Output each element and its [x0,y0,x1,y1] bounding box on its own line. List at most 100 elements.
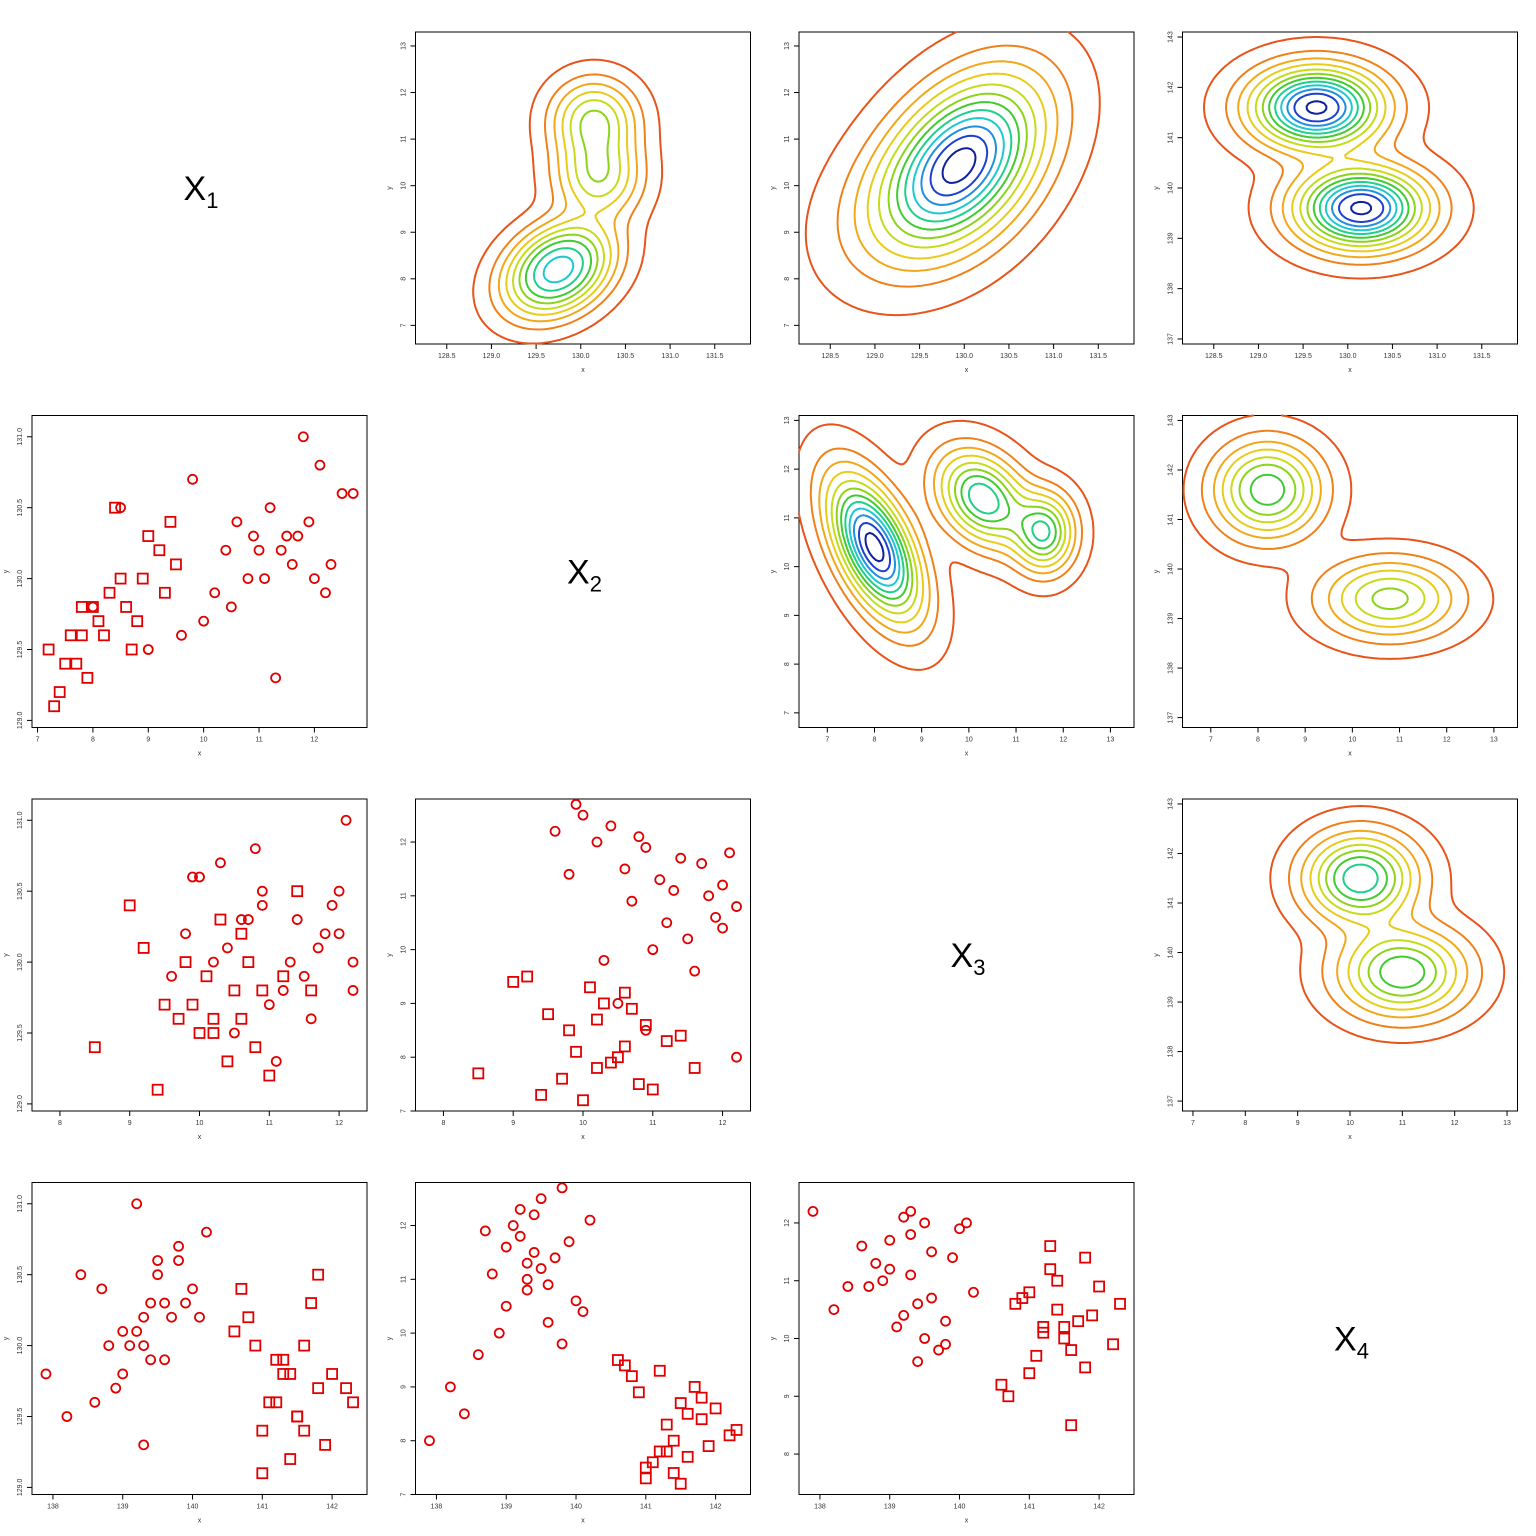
y-tick-label: 129.5 [17,641,24,659]
contour-line [1221,448,1440,628]
point [1037,1326,1050,1339]
point [584,1214,596,1226]
point [347,1396,359,1409]
point [1002,1390,1015,1403]
y-tick-label: 129.5 [17,1408,24,1426]
point [667,1434,680,1447]
point [308,573,320,584]
y-tick-label: 11 [784,1277,791,1284]
contour-line [1287,820,1484,1029]
point [598,954,610,966]
x-axis-label: x [965,367,969,374]
y-axis-label: y [1154,953,1161,957]
point [542,1008,555,1021]
point [570,1045,582,1058]
point [1044,1263,1057,1276]
x-tick-label: 139 [884,1504,896,1511]
y-axis-label: y [387,186,394,190]
point [535,1088,548,1101]
y-axis-label: y [770,186,777,190]
point [632,1078,645,1091]
plot-frame [1182,31,1518,345]
contour-line [853,514,896,580]
point [75,629,88,642]
point [319,928,331,940]
contour-line [878,83,1037,249]
point [284,1453,297,1465]
y-axis-label: y [3,953,10,957]
plot-frame [31,415,368,728]
point [919,1217,931,1229]
point [626,895,638,907]
y-tick-label: 139 [1168,232,1175,244]
x-tick-label: 129.5 [527,353,545,360]
x-tick-label: 140 [954,1504,966,1511]
point [291,1410,304,1423]
point [681,1450,694,1463]
point [646,1083,659,1096]
variable-name: X [567,554,590,592]
point [333,885,345,897]
y-tick-label: 129.0 [17,1479,24,1497]
x-tick-label: 131.0 [1428,353,1446,360]
point [639,1019,652,1031]
point [159,1354,171,1366]
point [48,700,61,713]
x-tick-label: 8 [1243,1120,1247,1127]
point [305,1013,317,1025]
point [591,1062,603,1074]
point [120,601,133,613]
x-tick-label: 128.5 [822,353,840,360]
contour-line [1274,80,1404,235]
point [214,913,227,926]
variable-name: X [951,937,974,975]
point [277,1353,290,1366]
point [681,1407,694,1420]
y-tick-label: 129.0 [17,1095,24,1113]
point [618,1359,631,1372]
point [521,970,534,983]
point [1058,1321,1071,1333]
point [647,944,659,956]
x-tick-label: 129.0 [866,353,884,360]
point [270,672,282,684]
point [507,975,520,988]
contour-line [804,31,1101,317]
point [64,629,77,642]
contour-line [1238,463,1409,610]
y-tick-label: 130.0 [17,953,24,971]
y-tick-label: 10 [401,1329,408,1337]
y-axis-label: y [387,953,394,957]
contour-line [840,475,1057,600]
point [114,572,127,585]
point [625,1370,638,1383]
x-tick-label: 129.5 [911,353,929,360]
contour-line [920,125,997,206]
contour-line [824,454,1072,624]
point [661,917,673,929]
point [92,615,105,628]
contour-line [1309,837,1457,1011]
point [187,473,198,485]
point [675,852,687,864]
point [138,1340,150,1351]
point [117,1326,129,1337]
contour-line [1254,68,1423,248]
point [940,1315,951,1327]
point [1051,1303,1064,1316]
point [298,970,310,982]
y-tick-label: 139 [1168,613,1175,625]
point [193,1027,206,1039]
point [145,1297,157,1309]
y-tick-label: 137 [1168,712,1175,724]
point [667,1467,680,1479]
point [81,671,94,684]
point [968,1286,979,1298]
x-tick-label: 131.5 [1090,353,1108,360]
x-tick-label: 11 [1399,1120,1406,1127]
point [521,1257,533,1269]
point [138,1311,150,1323]
x-tick-label: 11 [1396,737,1403,744]
point [674,1397,687,1409]
